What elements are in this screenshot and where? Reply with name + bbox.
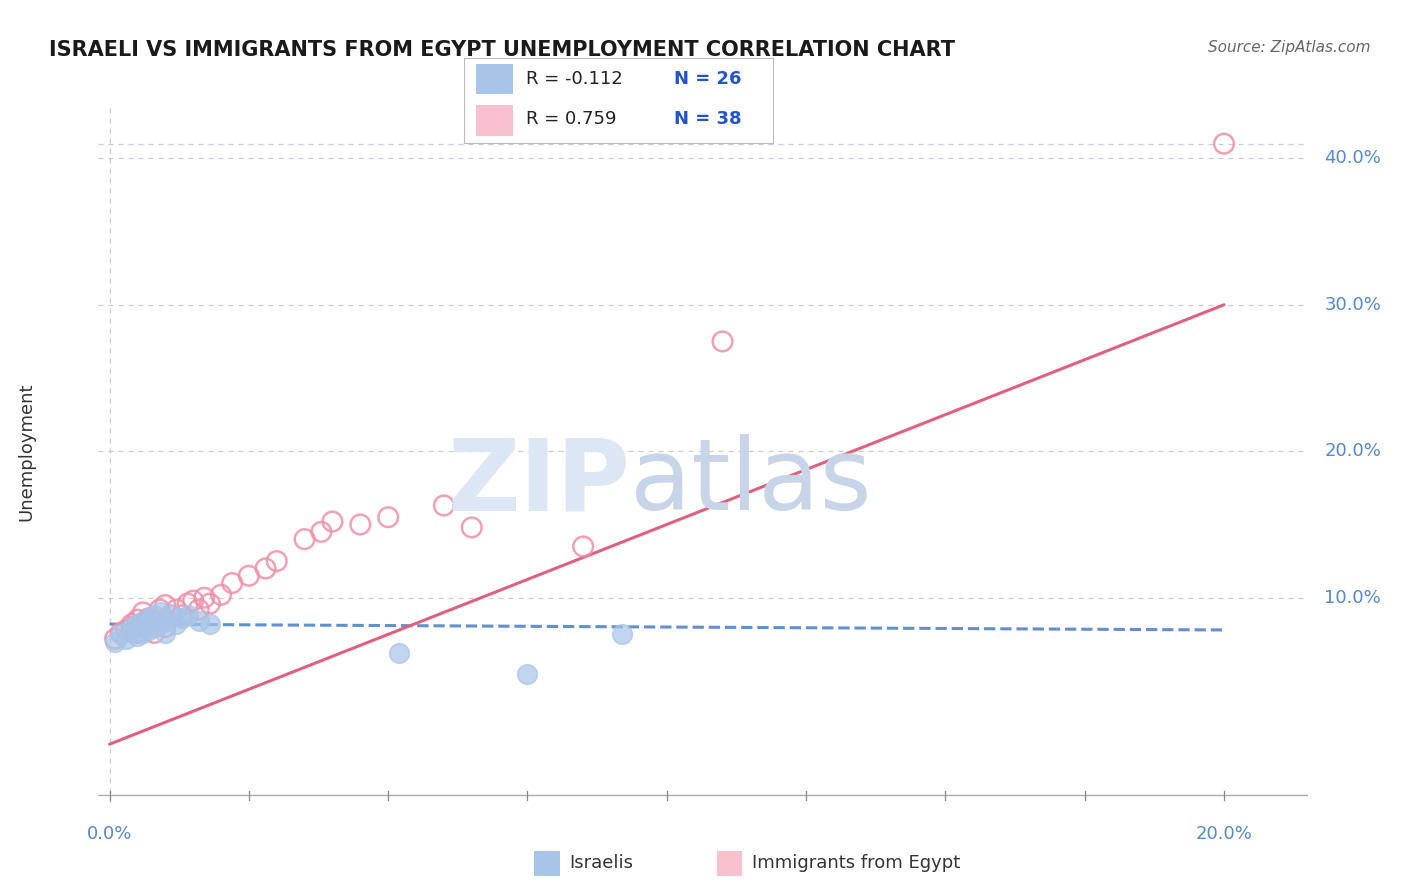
- Point: [238, 568, 260, 582]
- Text: atlas: atlas: [630, 434, 872, 532]
- Text: 30.0%: 30.0%: [1324, 296, 1381, 314]
- Text: Source: ZipAtlas.com: Source: ZipAtlas.com: [1208, 40, 1371, 55]
- Point: [104, 634, 127, 648]
- Point: [149, 606, 172, 620]
- Text: ZIP: ZIP: [447, 434, 630, 532]
- Text: 20.0%: 20.0%: [1195, 825, 1253, 843]
- Point: [170, 611, 193, 625]
- Text: ISRAELI VS IMMIGRANTS FROM EGYPT UNEMPLOYMENT CORRELATION CHART: ISRAELI VS IMMIGRANTS FROM EGYPT UNEMPLO…: [49, 40, 955, 60]
- Point: [138, 623, 160, 637]
- Point: [138, 611, 160, 625]
- Point: [349, 517, 371, 532]
- Point: [121, 617, 143, 632]
- Text: Immigrants from Egypt: Immigrants from Egypt: [752, 855, 960, 872]
- Point: [461, 520, 484, 534]
- Point: [198, 597, 221, 611]
- Point: [221, 576, 243, 591]
- Point: [612, 627, 634, 641]
- Point: [388, 647, 411, 661]
- Point: [149, 602, 172, 616]
- Point: [121, 620, 143, 634]
- Point: [266, 554, 288, 568]
- Text: N = 26: N = 26: [675, 70, 742, 88]
- Point: [143, 620, 166, 634]
- Point: [127, 613, 149, 627]
- Text: N = 38: N = 38: [675, 110, 742, 128]
- Point: [143, 626, 166, 640]
- Point: [127, 629, 149, 643]
- Point: [209, 588, 232, 602]
- Point: [187, 602, 209, 616]
- Point: [572, 540, 595, 554]
- Point: [155, 598, 177, 612]
- Point: [155, 620, 177, 634]
- Bar: [477, 64, 513, 95]
- Point: [198, 617, 221, 632]
- Point: [187, 614, 209, 628]
- Text: 0.0%: 0.0%: [87, 825, 132, 843]
- Point: [165, 617, 187, 632]
- Point: [132, 614, 155, 628]
- Point: [138, 611, 160, 625]
- Point: [110, 626, 132, 640]
- Point: [711, 334, 734, 349]
- Point: [155, 614, 177, 628]
- Point: [149, 617, 172, 632]
- Point: [132, 606, 155, 620]
- Point: [516, 666, 538, 681]
- Text: R = -0.112: R = -0.112: [526, 70, 623, 88]
- Point: [127, 626, 149, 640]
- Point: [193, 591, 215, 605]
- Text: R = 0.759: R = 0.759: [526, 110, 616, 128]
- Text: 20.0%: 20.0%: [1324, 442, 1381, 460]
- Point: [155, 626, 177, 640]
- Point: [110, 627, 132, 641]
- Bar: [477, 105, 513, 136]
- Point: [160, 608, 183, 623]
- Text: Israelis: Israelis: [569, 855, 634, 872]
- Point: [181, 593, 204, 607]
- Point: [433, 499, 456, 513]
- Text: 10.0%: 10.0%: [1324, 589, 1381, 607]
- Text: 40.0%: 40.0%: [1324, 149, 1381, 168]
- Text: Unemployment: Unemployment: [17, 382, 35, 521]
- Point: [176, 608, 198, 623]
- Point: [160, 608, 183, 623]
- Point: [311, 524, 333, 539]
- Point: [321, 515, 343, 529]
- Point: [377, 510, 399, 524]
- Point: [143, 608, 166, 623]
- Point: [170, 608, 193, 623]
- Point: [121, 623, 143, 637]
- Point: [138, 614, 160, 628]
- Point: [176, 597, 198, 611]
- Point: [132, 626, 155, 640]
- Point: [254, 561, 277, 575]
- Point: [165, 602, 187, 616]
- Point: [115, 632, 138, 646]
- Point: [1213, 136, 1236, 151]
- Point: [104, 632, 127, 646]
- Point: [121, 620, 143, 634]
- Point: [132, 617, 155, 632]
- Point: [127, 617, 149, 632]
- Point: [294, 532, 316, 546]
- Point: [115, 623, 138, 637]
